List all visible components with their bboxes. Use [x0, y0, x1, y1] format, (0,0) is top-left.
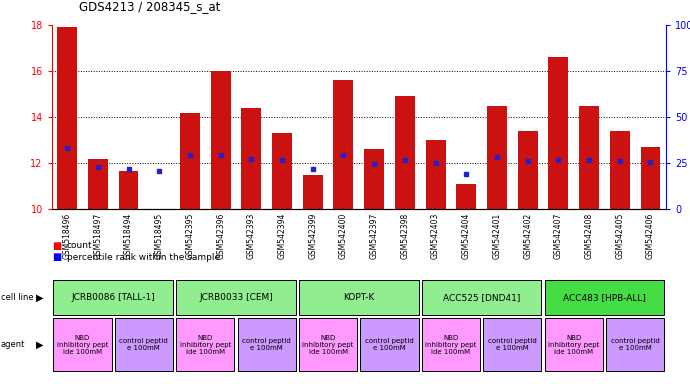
Text: GSM542404: GSM542404 [462, 213, 471, 259]
Bar [640, 147, 660, 209]
Bar [119, 171, 139, 209]
Bar [456, 184, 476, 209]
Text: ACC483 [HPB-ALL]: ACC483 [HPB-ALL] [563, 293, 646, 302]
Text: NBD
inhibitory pept
ide 100mM: NBD inhibitory pept ide 100mM [548, 334, 600, 355]
Text: GDS4213 / 208345_s_at: GDS4213 / 208345_s_at [79, 0, 221, 13]
FancyBboxPatch shape [53, 318, 112, 371]
FancyBboxPatch shape [299, 280, 419, 315]
FancyBboxPatch shape [606, 318, 664, 371]
Bar [272, 133, 292, 209]
Bar [364, 149, 384, 209]
Text: ■: ■ [52, 241, 61, 251]
Bar [426, 140, 446, 209]
FancyBboxPatch shape [422, 280, 542, 315]
Bar [518, 131, 538, 209]
Bar [487, 106, 507, 209]
Text: control peptid
e 100mM: control peptid e 100mM [242, 338, 291, 351]
Bar [579, 106, 599, 209]
FancyBboxPatch shape [176, 280, 296, 315]
Text: NBD
inhibitory pept
ide 100mM: NBD inhibitory pept ide 100mM [302, 334, 354, 355]
Bar [241, 108, 262, 209]
Bar [549, 57, 569, 209]
Text: GSM542406: GSM542406 [646, 213, 655, 259]
Text: GSM542403: GSM542403 [431, 213, 440, 259]
Text: ■: ■ [52, 252, 61, 262]
FancyBboxPatch shape [299, 318, 357, 371]
FancyBboxPatch shape [53, 280, 173, 315]
Text: GSM518494: GSM518494 [124, 213, 133, 259]
Text: GSM542396: GSM542396 [216, 213, 225, 259]
Text: GSM542398: GSM542398 [400, 213, 409, 259]
Text: GSM542393: GSM542393 [247, 213, 256, 259]
Text: NBD
inhibitory pept
ide 100mM: NBD inhibitory pept ide 100mM [57, 334, 108, 355]
Text: GSM542397: GSM542397 [370, 213, 379, 259]
Text: GSM542395: GSM542395 [186, 213, 195, 259]
Bar [395, 96, 415, 209]
Text: GSM518496: GSM518496 [63, 213, 72, 259]
Text: ACC525 [DND41]: ACC525 [DND41] [443, 293, 520, 302]
Text: GSM542401: GSM542401 [493, 213, 502, 259]
Text: GSM542400: GSM542400 [339, 213, 348, 259]
Bar [210, 71, 230, 209]
Text: KOPT-K: KOPT-K [343, 293, 375, 302]
Text: GSM542408: GSM542408 [584, 213, 593, 259]
Text: ▶: ▶ [36, 293, 43, 303]
Text: GSM542407: GSM542407 [554, 213, 563, 259]
Text: cell line: cell line [1, 293, 33, 302]
Text: control peptid
e 100mM: control peptid e 100mM [119, 338, 168, 351]
Bar [333, 80, 353, 209]
FancyBboxPatch shape [544, 318, 603, 371]
FancyBboxPatch shape [483, 318, 542, 371]
Bar [610, 131, 630, 209]
Text: NBD
inhibitory pept
ide 100mM: NBD inhibitory pept ide 100mM [179, 334, 231, 355]
FancyBboxPatch shape [115, 318, 173, 371]
FancyBboxPatch shape [544, 280, 664, 315]
Text: GSM542402: GSM542402 [523, 213, 532, 259]
Text: control peptid
e 100mM: control peptid e 100mM [488, 338, 537, 351]
Text: NBD
inhibitory pept
ide 100mM: NBD inhibitory pept ide 100mM [425, 334, 477, 355]
Bar [180, 113, 200, 209]
FancyBboxPatch shape [360, 318, 419, 371]
Text: GSM518495: GSM518495 [155, 213, 164, 259]
Text: count: count [67, 241, 92, 250]
Text: JCRB0086 [TALL-1]: JCRB0086 [TALL-1] [71, 293, 155, 302]
Text: JCRB0033 [CEM]: JCRB0033 [CEM] [199, 293, 273, 302]
FancyBboxPatch shape [237, 318, 296, 371]
Text: GSM542394: GSM542394 [277, 213, 286, 259]
Text: control peptid
e 100mM: control peptid e 100mM [365, 338, 414, 351]
Bar [303, 175, 323, 209]
Bar [88, 159, 108, 209]
Text: ▶: ▶ [36, 339, 43, 350]
Text: GSM542399: GSM542399 [308, 213, 317, 259]
Text: GSM542405: GSM542405 [615, 213, 624, 259]
Text: agent: agent [1, 340, 25, 349]
Text: GSM518497: GSM518497 [93, 213, 102, 259]
FancyBboxPatch shape [176, 318, 235, 371]
Bar [57, 27, 77, 209]
Text: control peptid
e 100mM: control peptid e 100mM [611, 338, 660, 351]
FancyBboxPatch shape [422, 318, 480, 371]
Text: percentile rank within the sample: percentile rank within the sample [67, 253, 220, 262]
